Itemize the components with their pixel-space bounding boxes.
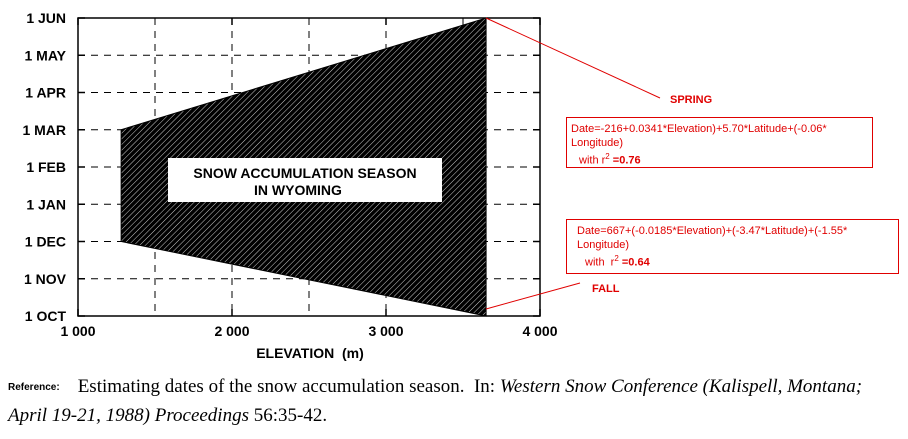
- y-tick-label: 1 FEB: [26, 159, 66, 175]
- x-tick-label: 3 000: [368, 323, 403, 339]
- x-tick-labels: 1 000 2 000 3 000 4 000: [60, 323, 557, 339]
- fall-r2-prefix: with r: [585, 256, 615, 269]
- snow-season-chart: SNOW ACCUMULATION SEASON IN WYOMING 1 OC…: [22, 10, 712, 361]
- y-tick-label: 1 JUN: [26, 10, 66, 26]
- fall-label: FALL: [592, 283, 620, 295]
- y-tick-label: 1 JAN: [26, 196, 66, 212]
- reference-citation: Reference: Estimating dates of the snow a…: [8, 373, 903, 430]
- fall-equation-box: Date=667+(-0.0185*Elevation)+(-3.47*Lati…: [566, 219, 899, 274]
- reference-text-2: 56:35-42.: [248, 405, 328, 426]
- spring-callout-line-upper: [485, 17, 661, 99]
- x-tick-label: 2 000: [214, 323, 249, 339]
- spring-equation-box: Date=-216+0.0341*Elevation)+5.70*Latitud…: [566, 117, 873, 168]
- reference-label: Reference:: [8, 382, 60, 393]
- y-tick-label: 1 MAR: [22, 122, 66, 138]
- spring-r2-superscript: 2: [605, 152, 610, 161]
- chart-title-line-2: IN WYOMING: [254, 182, 342, 198]
- spring-equation-line-2: Longitude): [571, 137, 623, 149]
- fall-equation-line-2: Longitude): [577, 239, 629, 251]
- fall-r2-superscript: 2: [614, 254, 619, 263]
- y-tick-label: 1 APR: [25, 85, 66, 101]
- y-tick-label: 1 NOV: [24, 271, 67, 287]
- chart-title-line-1: SNOW ACCUMULATION SEASON: [193, 165, 416, 181]
- fall-equation-line-1: Date=667+(-0.0185*Elevation)+(-3.47*Lati…: [577, 225, 848, 237]
- spring-r2: with r2 =0.76: [571, 150, 872, 168]
- x-tick-label: 1 000: [60, 323, 95, 339]
- reference-text-1: Estimating dates of the snow accumulatio…: [77, 376, 500, 397]
- y-tick-label: 1 DEC: [25, 234, 66, 250]
- fall-callout-line: [485, 282, 581, 310]
- reference-journal: Western Snow Conference (Kalispell, Mont…: [8, 376, 863, 426]
- axis-ticks: [77, 17, 541, 317]
- fall-r2: with r2 =0.64: [577, 252, 898, 270]
- chart-title-box: SNOW ACCUMULATION SEASON IN WYOMING: [168, 158, 442, 202]
- fall-r2-value: =0.64: [621, 256, 650, 269]
- spring-r2-prefix: with r: [579, 154, 606, 167]
- spring-label: SPRING: [670, 94, 712, 106]
- y-tick-label: 1 OCT: [25, 308, 67, 324]
- y-tick-label: 1 MAY: [24, 47, 66, 63]
- y-tick-labels: 1 OCT 1 NOV 1 DEC 1 JAN 1 FEB 1 MAR 1 APR 1 MAY…: [22, 10, 66, 324]
- x-tick-label: 4 000: [522, 323, 557, 339]
- x-axis-label: ELEVATION (m): [256, 345, 364, 361]
- spring-equation-line-1: Date=-216+0.0341*Elevation)+5.70*Latitud…: [571, 123, 827, 135]
- chart-title-background: [168, 158, 442, 202]
- spring-r2-value: =0.76: [612, 154, 641, 167]
